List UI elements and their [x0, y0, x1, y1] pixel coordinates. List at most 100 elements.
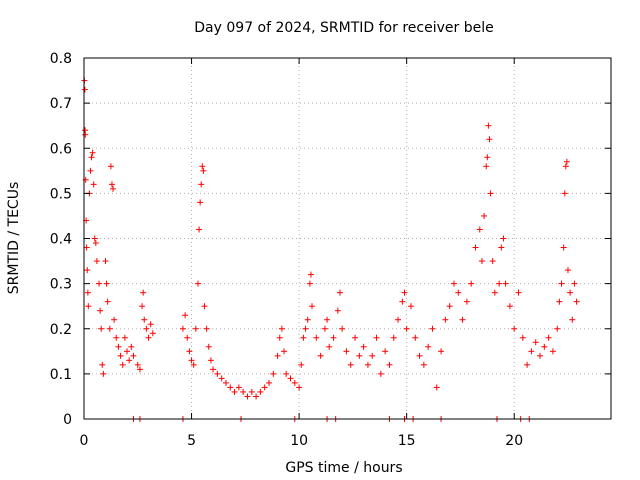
- data-point: [399, 298, 406, 305]
- data-point: [364, 361, 371, 368]
- data-point: [200, 167, 207, 174]
- data-point: [561, 190, 568, 197]
- data-point: [545, 334, 552, 341]
- data-point: [287, 375, 294, 382]
- data-point: [182, 312, 189, 319]
- data-point: [487, 190, 494, 197]
- axis-ticks: 0 0.1 0.2 0.3 0.4 0.5 0.6 0.7 0.8 0 5 10 15 20: [50, 51, 611, 449]
- data-point: [85, 303, 92, 310]
- data-point: [541, 343, 548, 350]
- data-point: [198, 181, 205, 188]
- data-point: [304, 316, 311, 323]
- data-point: [186, 348, 193, 355]
- data-point: [128, 343, 135, 350]
- data-point: [184, 334, 191, 341]
- data-point: [334, 307, 341, 314]
- data-point: [483, 163, 490, 170]
- data-point: [317, 352, 324, 359]
- data-point: [524, 361, 531, 368]
- data-point: [560, 244, 567, 251]
- data-point: [343, 348, 350, 355]
- x-tick-label: 0: [80, 433, 89, 449]
- data-point: [416, 352, 423, 359]
- data-point: [276, 334, 283, 341]
- data-point: [199, 163, 206, 170]
- data-point: [563, 158, 570, 165]
- data-point: [121, 334, 128, 341]
- data-point: [429, 325, 436, 332]
- data-point: [382, 348, 389, 355]
- x-tick-label: 5: [187, 433, 196, 449]
- data-point: [528, 348, 535, 355]
- data-point: [532, 339, 539, 346]
- data-point: [562, 163, 569, 170]
- y-tick-label: 0.2: [50, 322, 72, 338]
- data-point: [124, 348, 131, 355]
- x-tick-label: 15: [398, 433, 416, 449]
- data-point: [537, 352, 544, 359]
- y-tick-label: 0.7: [50, 96, 72, 112]
- data-point: [115, 343, 122, 350]
- data-point: [278, 325, 285, 332]
- data-point: [107, 163, 114, 170]
- data-point: [360, 343, 367, 350]
- data-point: [248, 388, 255, 395]
- data-point: [455, 289, 462, 296]
- data-point: [369, 352, 376, 359]
- chart-title: Day 097 of 2024, SRMTID for receiver bel…: [194, 20, 493, 36]
- x-tick-label: 20: [505, 433, 523, 449]
- data-point: [390, 334, 397, 341]
- y-tick-label: 0.8: [50, 51, 72, 67]
- data-point: [321, 325, 328, 332]
- data-point: [352, 334, 359, 341]
- data-point: [274, 352, 281, 359]
- data-point: [571, 280, 578, 287]
- data-point: [296, 384, 303, 391]
- data-point: [82, 131, 89, 138]
- data-point: [253, 393, 260, 400]
- data-point: [281, 348, 288, 355]
- data-point: [93, 258, 100, 265]
- data-point: [519, 334, 526, 341]
- data-point: [227, 384, 234, 391]
- data-point: [401, 289, 408, 296]
- data-point: [98, 325, 105, 332]
- data-point: [91, 235, 98, 242]
- data-point: [90, 181, 97, 188]
- data-point: [139, 303, 146, 310]
- data-point: [231, 388, 238, 395]
- data-point: [484, 154, 491, 161]
- data-point: [145, 334, 152, 341]
- data-point: [395, 316, 402, 323]
- data-point: [270, 370, 277, 377]
- data-point: [485, 122, 492, 129]
- data-point: [108, 181, 115, 188]
- data-point: [134, 361, 141, 368]
- data-point: [556, 298, 563, 305]
- data-point: [102, 258, 109, 265]
- data-point: [569, 316, 576, 323]
- data-point: [377, 370, 384, 377]
- data-point: [330, 334, 337, 341]
- data-point: [190, 361, 197, 368]
- data-point: [126, 357, 133, 364]
- data-point: [438, 348, 445, 355]
- data-point: [147, 321, 154, 328]
- y-tick-label: 0.5: [50, 186, 72, 202]
- data-point: [111, 316, 118, 323]
- data-point: [356, 352, 363, 359]
- data-point: [403, 325, 410, 332]
- data-point: [309, 303, 316, 310]
- data-point: [511, 325, 518, 332]
- plot-frame: [83, 57, 612, 420]
- data-point: [84, 289, 91, 296]
- data-point: [89, 149, 96, 156]
- data-point: [336, 289, 343, 296]
- data-point: [117, 352, 124, 359]
- data-point: [412, 334, 419, 341]
- data-point: [347, 361, 354, 368]
- y-tick-label: 0.4: [50, 232, 72, 248]
- x-tick-label: 10: [290, 433, 308, 449]
- y-tick-label: 0: [63, 412, 72, 428]
- data-point: [103, 280, 110, 287]
